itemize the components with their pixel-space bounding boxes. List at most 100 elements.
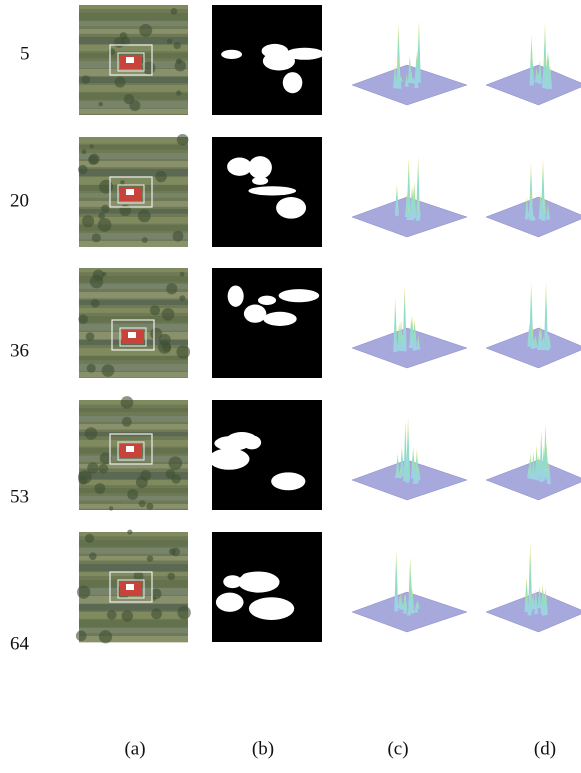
shrub <box>167 573 175 581</box>
shrub <box>179 295 185 301</box>
shrub <box>115 77 126 88</box>
texture <box>79 5 188 9</box>
shrub <box>101 205 109 213</box>
target-core <box>126 446 134 452</box>
texture <box>79 169 188 176</box>
texture <box>79 400 188 405</box>
row-label: 20 <box>10 190 29 211</box>
frame-image <box>78 396 188 510</box>
texture <box>79 564 188 571</box>
shrub <box>94 483 105 494</box>
shrub <box>162 308 175 321</box>
shrub <box>98 102 103 107</box>
row-label: 36 <box>10 340 29 361</box>
page: 520365364(a)(b)(c)(d) (() => { const dat… <box>0 0 581 768</box>
peak <box>411 446 415 476</box>
blob <box>279 289 320 302</box>
peak <box>393 298 397 352</box>
shrub <box>150 328 162 340</box>
blob <box>286 48 325 60</box>
blob <box>221 50 242 59</box>
mask-image <box>209 400 322 510</box>
shrub <box>180 272 185 277</box>
shrub <box>162 343 171 352</box>
texture <box>79 225 188 231</box>
shrub <box>109 506 113 510</box>
texture <box>79 416 188 422</box>
response-surface <box>486 282 581 368</box>
shrub <box>140 470 151 481</box>
shrub <box>171 547 180 556</box>
column-label: (b) <box>252 738 274 759</box>
column-label: (c) <box>387 738 408 759</box>
texture <box>79 356 188 360</box>
target-core <box>126 584 134 590</box>
response-surface <box>486 159 581 237</box>
shrub <box>124 94 134 104</box>
response-surface <box>352 417 467 500</box>
texture <box>79 217 188 224</box>
response-surface <box>352 285 467 368</box>
response-surface <box>486 424 581 500</box>
shrub <box>99 464 109 474</box>
shrub <box>152 597 156 601</box>
texture <box>79 85 188 92</box>
shrub <box>176 58 182 64</box>
blob <box>216 593 244 612</box>
row-label: 64 <box>10 633 30 654</box>
response-surface <box>352 550 467 632</box>
blob <box>227 158 252 176</box>
shrub <box>81 75 90 84</box>
shrub <box>78 314 88 324</box>
row-label: 5 <box>20 43 30 64</box>
blob <box>248 156 271 179</box>
shrub <box>138 209 151 222</box>
texture <box>79 145 188 150</box>
shrub <box>82 215 94 227</box>
shrub <box>122 610 133 621</box>
texture <box>79 540 188 547</box>
plane <box>352 328 467 368</box>
column-label: (d) <box>534 738 556 759</box>
blob <box>271 472 305 490</box>
response-surface <box>486 22 581 105</box>
shrub <box>177 606 190 619</box>
frame-image <box>79 5 188 115</box>
response-surface <box>486 543 581 632</box>
shrub <box>155 171 167 183</box>
texture <box>79 13 188 21</box>
shrub <box>139 500 146 507</box>
response-surface <box>352 156 467 237</box>
texture <box>79 372 188 378</box>
blob <box>262 44 289 58</box>
shrub <box>139 24 152 37</box>
shrub <box>89 552 97 560</box>
peak <box>394 550 398 611</box>
shrub <box>78 470 92 484</box>
shrub <box>107 610 117 620</box>
shrub <box>85 427 98 440</box>
frame-image <box>78 268 190 378</box>
target-core <box>128 332 136 338</box>
shrub <box>92 233 101 242</box>
shrub <box>119 205 131 217</box>
texture <box>79 21 188 26</box>
shrub <box>127 530 132 535</box>
shrub <box>169 456 183 470</box>
mask-image <box>212 5 324 115</box>
blob <box>249 597 294 620</box>
shrub <box>120 180 125 185</box>
blob <box>228 285 244 306</box>
texture <box>79 628 188 633</box>
texture <box>79 532 188 536</box>
texture <box>79 209 188 214</box>
texture <box>79 620 188 627</box>
blob <box>276 197 306 219</box>
texture <box>79 604 188 611</box>
shrub <box>91 299 100 308</box>
texture <box>79 408 188 412</box>
shrub <box>127 489 138 500</box>
response-surface <box>352 20 467 105</box>
frame-image <box>78 134 188 247</box>
texture <box>79 348 188 356</box>
